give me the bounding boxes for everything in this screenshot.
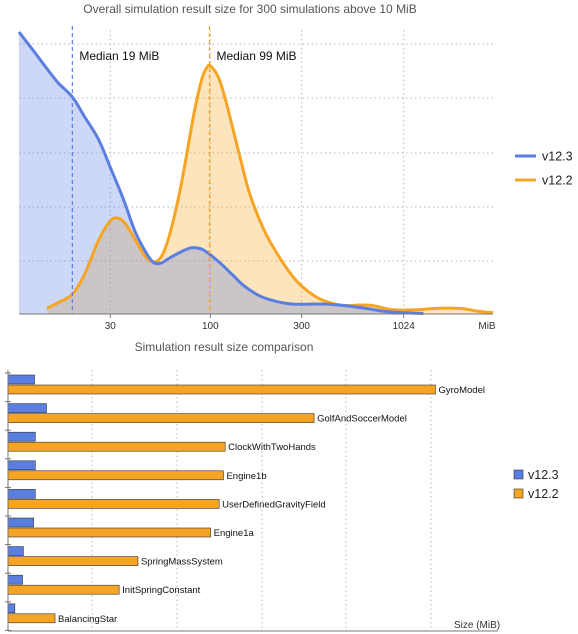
- bar-category-label: UserDefinedGravityField: [222, 499, 325, 510]
- bar-v12-3: [7, 489, 36, 499]
- median-label: Median 19 MiB: [79, 49, 159, 63]
- area-v12-2: [47, 65, 493, 314]
- density-chart: Overall simulation result size for 300 s…: [17, 2, 573, 332]
- bar-v12-3: [7, 374, 35, 385]
- x-axis-label: Size (MiB): [454, 620, 500, 631]
- x-unit-label: MiB: [478, 321, 496, 332]
- bar-chart-title: Simulation result size comparison: [135, 340, 314, 354]
- bar-v12-2: [7, 470, 224, 481]
- bar-legend: v12.3 v12.2: [513, 468, 559, 501]
- bar-v12-3: [7, 460, 36, 471]
- bar-v12-2: [7, 499, 220, 509]
- bar-category-label: GyroModel: [439, 385, 485, 396]
- bar-v12-3: [7, 403, 47, 413]
- bar-v12-3: [7, 431, 36, 442]
- bar-category-label: InitSpringConstant: [122, 585, 201, 596]
- legend-swatch: [513, 488, 524, 499]
- bar-v12-3: [7, 517, 34, 528]
- density-legend: v12.3 v12.2: [515, 150, 573, 188]
- bar-v12-2: [7, 584, 120, 595]
- bar-v12-2: [7, 613, 56, 624]
- bar-v12-2: [7, 441, 226, 452]
- bars: GyroModel GolfAndSoccerModel ClockWithTwoH…: [7, 374, 485, 625]
- bar-category-label: SpringMassSystem: [141, 557, 223, 568]
- legend-label: v12.2: [528, 487, 559, 501]
- bar-chart: Simulation result size comparison GyroMo…: [5, 340, 559, 632]
- legend-label: v12.2: [542, 174, 573, 188]
- bar-category-label: GolfAndSoccerModel: [317, 414, 407, 425]
- density-chart-title: Overall simulation result size for 300 s…: [83, 2, 416, 16]
- median-label: Median 99 MiB: [217, 49, 297, 63]
- density-areas: [17, 31, 494, 315]
- bar-v12-2: [7, 527, 211, 538]
- bar-category-label: ClockWithTwoHands: [228, 442, 316, 453]
- legend-label: v12.3: [528, 468, 559, 482]
- density-x-axis: 30 100 300 1024 MiB: [19, 313, 496, 332]
- line-v12-2: [46, 63, 494, 315]
- bar-v12-2: [7, 384, 436, 395]
- legend-label: v12.3: [542, 150, 573, 164]
- area-v12-3: [19, 32, 424, 314]
- median-annotations: Median 19 MiB Median 99 MiB: [71, 26, 297, 314]
- bar-v12-2: [7, 556, 139, 566]
- bar-category-label: Engine1b: [226, 471, 266, 482]
- x-tick-label: 30: [105, 321, 117, 332]
- legend-swatch: [513, 469, 524, 480]
- x-tick-label: 1024: [393, 321, 416, 332]
- bar-axes: Size (MiB): [5, 370, 500, 632]
- x-tick-label: 300: [293, 321, 310, 332]
- x-tick-label: 100: [202, 321, 219, 332]
- bar-category-label: BalancingStar: [58, 614, 117, 625]
- bar-v12-3: [7, 574, 23, 585]
- line-v12-3: [17, 31, 424, 315]
- bar-v12-2: [7, 413, 315, 423]
- bar-v12-3: [7, 603, 16, 614]
- bar-category-label: Engine1a: [214, 528, 255, 539]
- bar-v12-3: [7, 546, 24, 556]
